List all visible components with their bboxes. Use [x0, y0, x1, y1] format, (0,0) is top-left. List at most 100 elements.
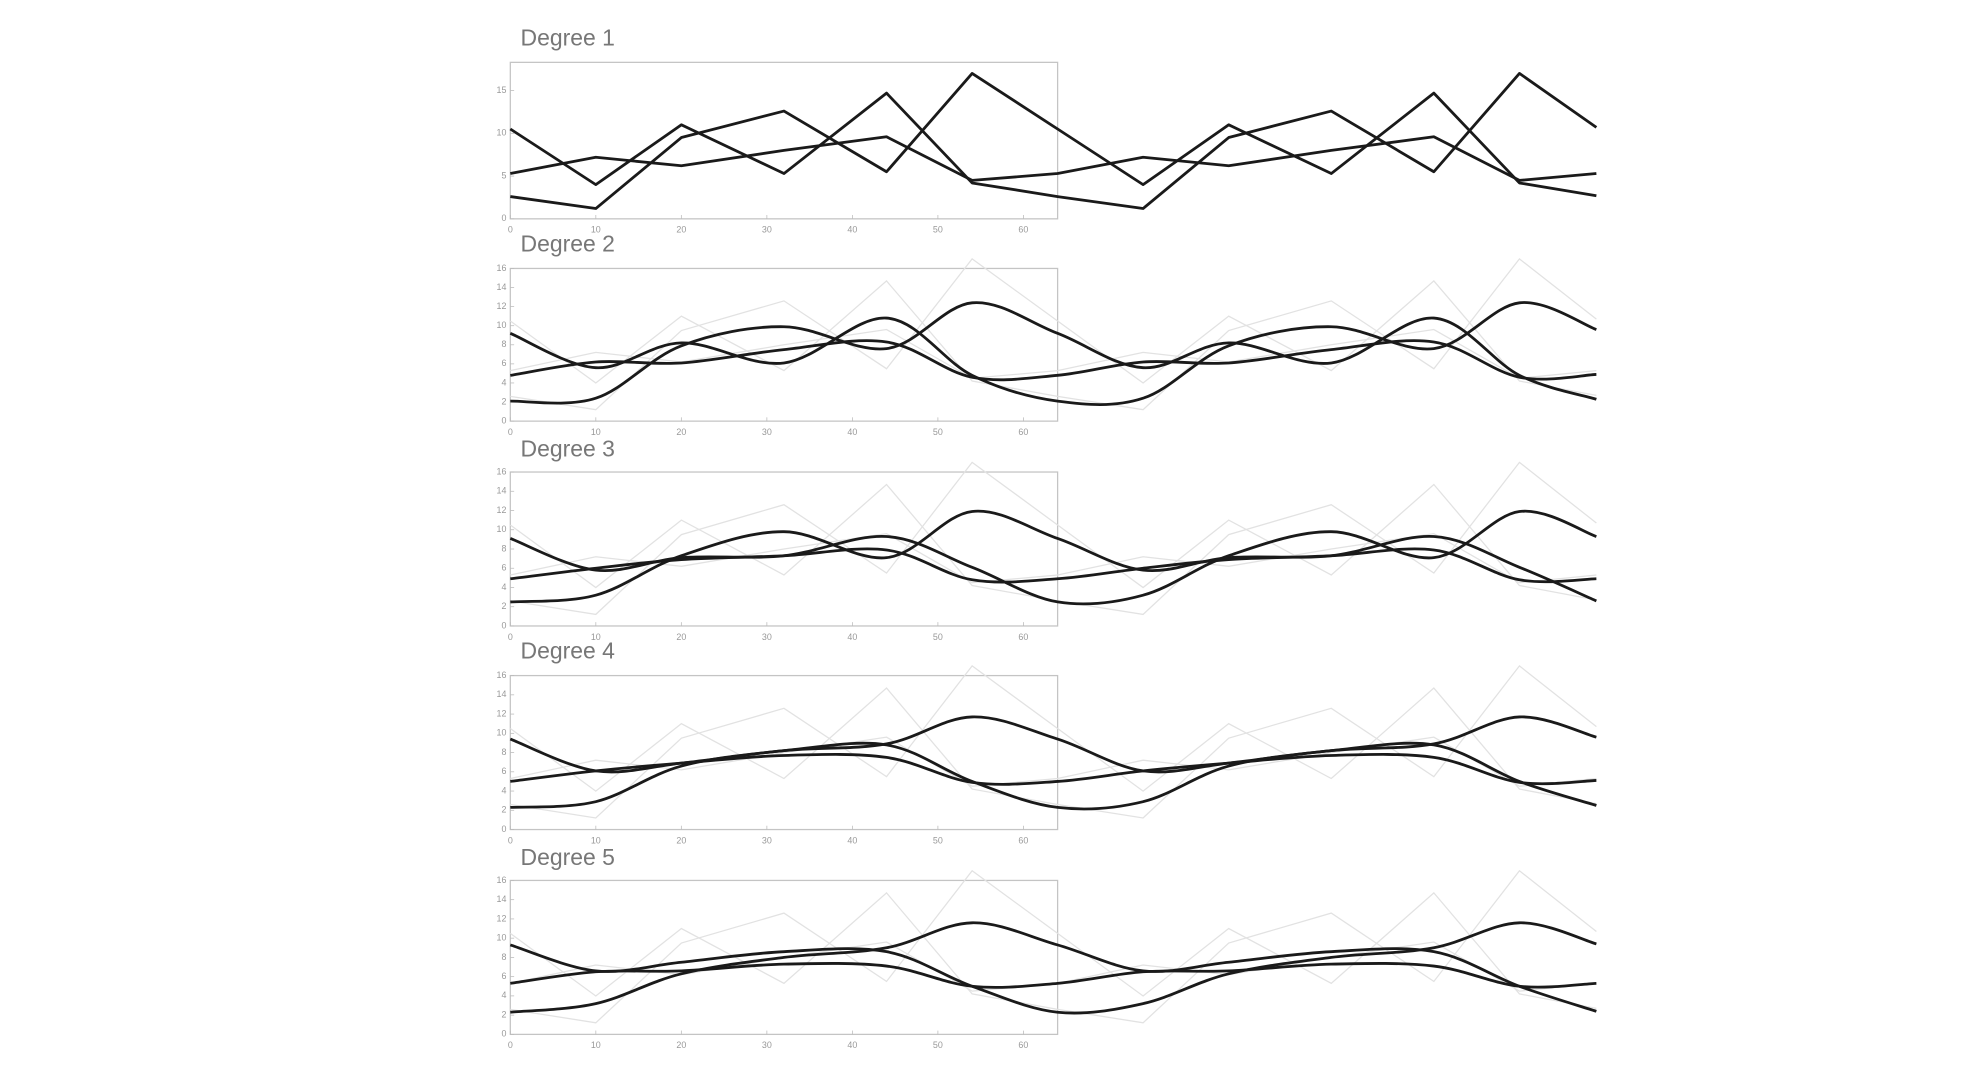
x-tick-label: 30 — [762, 225, 772, 235]
y-tick-label: 5 — [502, 170, 507, 180]
y-tick-label: 12 — [497, 913, 507, 923]
raw-line — [510, 869, 1597, 1024]
chart-title: Degree 1 — [521, 25, 615, 51]
x-tick-label: 40 — [847, 835, 857, 845]
y-tick-label: 2 — [502, 1010, 507, 1020]
chart-title: Degree 5 — [521, 844, 615, 870]
x-tick-label: 20 — [676, 1040, 686, 1050]
series-line — [510, 509, 1597, 604]
series-line — [510, 752, 1597, 786]
y-tick-label: 10 — [497, 728, 507, 738]
y-tick-label: 15 — [497, 85, 507, 95]
series-line — [510, 921, 1597, 1014]
raw-line — [509, 869, 1597, 1024]
y-tick-label: 12 — [497, 505, 507, 515]
series-line — [509, 72, 1598, 210]
x-tick-label: 40 — [847, 225, 857, 235]
x-tick-label: 0 — [508, 835, 513, 845]
x-tick-label: 10 — [591, 427, 601, 437]
x-tick-label: 60 — [1018, 835, 1028, 845]
y-tick-label: 2 — [502, 805, 507, 815]
y-tick-label: 2 — [502, 396, 507, 406]
x-tick-label: 0 — [508, 225, 513, 235]
y-tick-label: 16 — [497, 466, 507, 476]
x-tick-label: 0 — [508, 1040, 513, 1050]
y-tick-label: 12 — [497, 708, 507, 718]
x-tick-label: 40 — [847, 427, 857, 437]
x-tick-label: 60 — [1018, 427, 1028, 437]
y-tick-label: 14 — [497, 894, 507, 904]
y-tick-label: 10 — [497, 933, 507, 943]
x-tick-label: 50 — [933, 225, 943, 235]
x-tick-label: 50 — [933, 632, 943, 642]
y-tick-label: 10 — [497, 524, 507, 534]
x-tick-label: 60 — [1018, 225, 1028, 235]
x-tick-label: 40 — [847, 1040, 857, 1050]
x-tick-label: 30 — [762, 632, 772, 642]
y-tick-label: 14 — [497, 486, 507, 496]
y-tick-label: 16 — [497, 263, 507, 273]
chart-title: Degree 2 — [521, 231, 615, 257]
y-tick-label: 8 — [502, 339, 507, 349]
y-tick-label: 0 — [502, 620, 507, 630]
series-line — [510, 72, 1597, 210]
y-tick-label: 6 — [502, 766, 507, 776]
y-tick-label: 10 — [497, 128, 507, 138]
x-tick-label: 20 — [676, 835, 686, 845]
y-tick-label: 0 — [502, 415, 507, 425]
series-line — [510, 339, 1597, 382]
raw-line — [510, 532, 1597, 584]
x-tick-label: 30 — [762, 1040, 772, 1050]
y-tick-label: 0 — [502, 213, 507, 223]
y-tick-label: 6 — [502, 971, 507, 981]
x-tick-label: 20 — [676, 632, 686, 642]
y-tick-label: 0 — [502, 824, 507, 834]
x-tick-label: 10 — [591, 835, 601, 845]
x-tick-label: 10 — [591, 225, 601, 235]
series-line — [510, 301, 1597, 405]
y-tick-label: 4 — [502, 990, 507, 1000]
y-tick-label: 14 — [497, 689, 507, 699]
series-line — [510, 715, 1597, 809]
raw-line — [510, 736, 1597, 787]
x-tick-label: 60 — [1018, 632, 1028, 642]
chart-title: Degree 3 — [521, 435, 615, 461]
x-tick-label: 0 — [508, 427, 513, 437]
x-tick-label: 50 — [933, 427, 943, 437]
x-tick-label: 30 — [762, 427, 772, 437]
raw-line — [510, 258, 1597, 411]
y-tick-label: 6 — [502, 563, 507, 573]
x-tick-label: 20 — [676, 427, 686, 437]
y-tick-label: 6 — [502, 358, 507, 368]
y-tick-label: 8 — [502, 952, 507, 962]
x-tick-label: 50 — [933, 1040, 943, 1050]
y-tick-label: 8 — [502, 747, 507, 757]
x-tick-label: 10 — [591, 1040, 601, 1050]
y-tick-label: 14 — [497, 282, 507, 292]
series-line — [510, 962, 1597, 989]
series-line — [509, 301, 1597, 407]
y-tick-label: 4 — [502, 377, 507, 387]
raw-line — [510, 665, 1597, 819]
x-tick-label: 40 — [847, 632, 857, 642]
x-tick-label: 0 — [508, 632, 513, 642]
x-tick-label: 60 — [1018, 1040, 1028, 1050]
series-line — [509, 921, 1597, 1015]
x-tick-label: 30 — [762, 835, 772, 845]
y-tick-label: 4 — [502, 582, 507, 592]
y-tick-label: 8 — [502, 543, 507, 553]
y-tick-label: 2 — [502, 601, 507, 611]
x-tick-label: 50 — [933, 835, 943, 845]
raw-line — [510, 461, 1597, 616]
raw-line — [509, 258, 1597, 411]
y-tick-label: 16 — [497, 670, 507, 680]
chart-title: Degree 4 — [521, 638, 616, 664]
y-tick-label: 4 — [502, 785, 507, 795]
x-tick-label: 10 — [591, 632, 601, 642]
y-tick-label: 16 — [497, 875, 507, 885]
series-line — [510, 547, 1597, 584]
series-line — [510, 135, 1597, 182]
y-tick-label: 10 — [497, 320, 507, 330]
